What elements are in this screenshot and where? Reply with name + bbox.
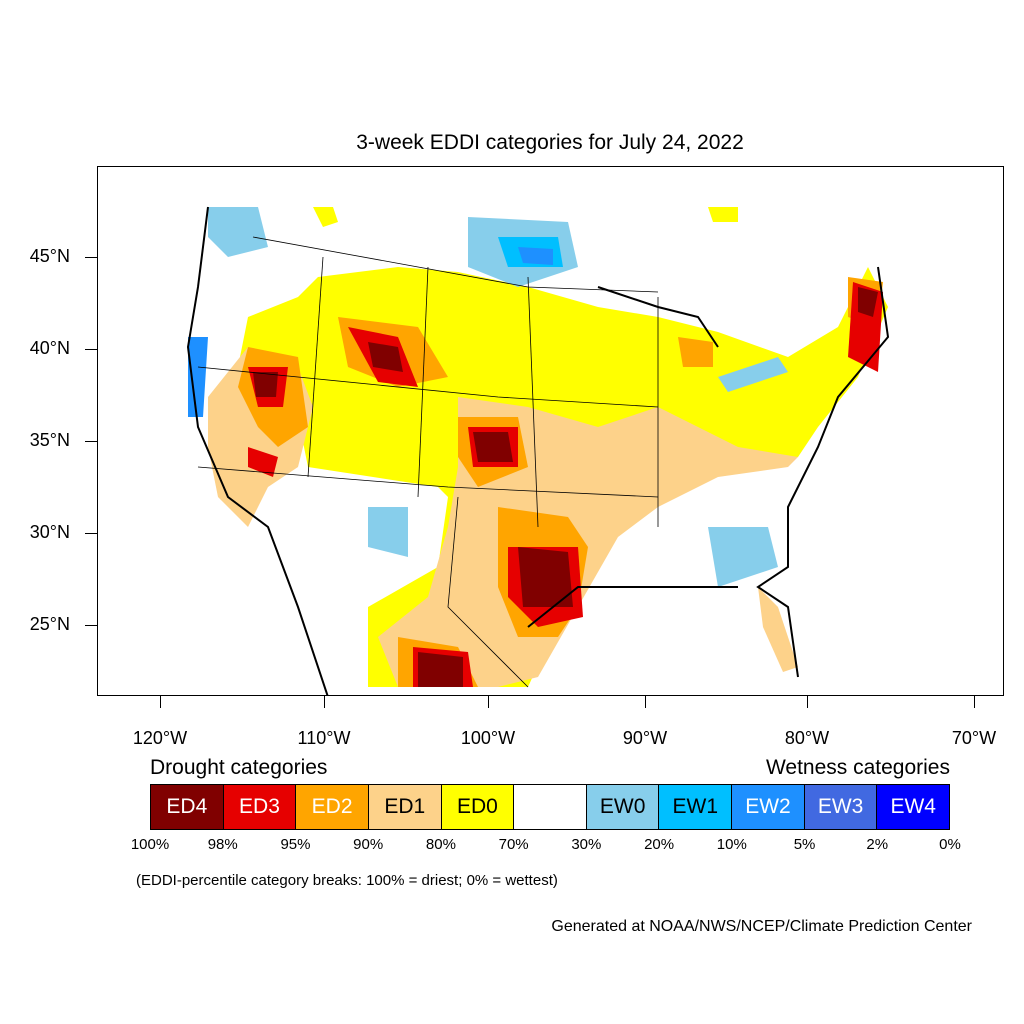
legend-swatch-ew4: EW4 — [877, 785, 950, 829]
percentile-break-label: 90% — [353, 836, 384, 853]
ed4-texas — [518, 547, 573, 607]
legend-swatch-neutral — [514, 785, 587, 829]
lon-label-80: 80°W — [784, 728, 830, 748]
ed4-wyoming — [368, 342, 403, 372]
lon-tick — [160, 696, 161, 708]
ew2-coast — [188, 337, 208, 417]
lon-tick — [807, 696, 808, 708]
ew2-northdakota — [518, 247, 553, 265]
percentile-break-label: 30% — [571, 836, 602, 853]
ew0-michigan — [718, 357, 788, 392]
coastline — [186, 206, 890, 695]
category-note: (EDDI-percentile category breaks: 100% =… — [136, 872, 558, 889]
lat-label-35: 35°N — [29, 430, 70, 450]
lat-label-25: 25°N — [29, 614, 70, 634]
percentile-break-label: 70% — [498, 836, 529, 853]
lat-tick — [85, 349, 97, 350]
lat-tick — [85, 625, 97, 626]
lon-tick — [488, 696, 489, 708]
percentile-break-label: 98% — [207, 836, 238, 853]
ed0-northwest — [313, 207, 338, 227]
lat-label-30: 30°N — [29, 522, 70, 542]
percentile-break-label: 95% — [280, 836, 311, 853]
ed4-maine — [858, 287, 878, 317]
state-borders — [197, 236, 659, 688]
percentile-break-label: 10% — [716, 836, 747, 853]
ed4-mexico — [418, 652, 463, 687]
lat-tick — [85, 441, 97, 442]
lon-label-70: 70°W — [951, 728, 997, 748]
percentile-break-label: 20% — [644, 836, 675, 853]
map-area — [97, 166, 1004, 696]
lon-label-120: 120°W — [132, 728, 188, 748]
ew0-pacificnw — [208, 207, 268, 257]
legend-swatch-ed1: ED1 — [368, 785, 442, 829]
lon-label-100: 100°W — [460, 728, 516, 748]
ed0-canada — [708, 207, 738, 222]
conus-map — [186, 206, 890, 695]
wetness-heading: Wetness categories — [765, 756, 950, 779]
lon-tick — [645, 696, 646, 708]
lon-label-110: 110°W — [297, 728, 351, 748]
lat-label-45: 45°N — [29, 246, 70, 266]
legend-swatch-ed3: ED3 — [223, 785, 297, 829]
percentile-break-label: 80% — [425, 836, 456, 853]
drought-heading: Drought categories — [150, 756, 328, 779]
percentile-break-label: 0% — [939, 836, 961, 853]
legend-swatch-ed2: ED2 — [296, 785, 369, 829]
lon-label-90: 90°W — [622, 728, 668, 748]
legend-swatch-ew1: EW1 — [659, 785, 733, 829]
percentile-break-label: 100% — [130, 836, 170, 853]
ed1-florida — [758, 587, 798, 672]
ew0-southeast — [708, 527, 778, 587]
percentile-break-label: 2% — [866, 836, 889, 853]
credit-text: Generated at NOAA/NWS/NCEP/Climate Predi… — [551, 918, 972, 935]
lon-tick — [324, 696, 325, 708]
lon-tick — [974, 696, 975, 708]
lat-tick — [85, 257, 97, 258]
lat-label-40: 40°N — [29, 338, 70, 358]
legend-swatch-ew2: EW2 — [732, 785, 805, 829]
legend-swatch-ed4: ED4 — [151, 785, 224, 829]
color-legend: ED4 ED3 ED2 ED1 ED0 EW0 EW1 EW2 EW3 EW4 — [150, 784, 950, 830]
legend-swatch-ew0: EW0 — [586, 785, 660, 829]
legend-swatch-ed0: ED0 — [441, 785, 515, 829]
lat-tick — [85, 533, 97, 534]
percentile-break-label: 5% — [793, 836, 816, 853]
ed2-michigan — [678, 337, 713, 367]
ed4-nevada — [253, 372, 278, 397]
ed3-utah — [248, 447, 278, 477]
ed4-kansas — [473, 432, 513, 462]
map-title: 3-week EDDI categories for July 24, 2022 — [356, 131, 744, 154]
legend-swatch-ew3: EW3 — [804, 785, 878, 829]
ew0-newmexico — [368, 507, 408, 557]
